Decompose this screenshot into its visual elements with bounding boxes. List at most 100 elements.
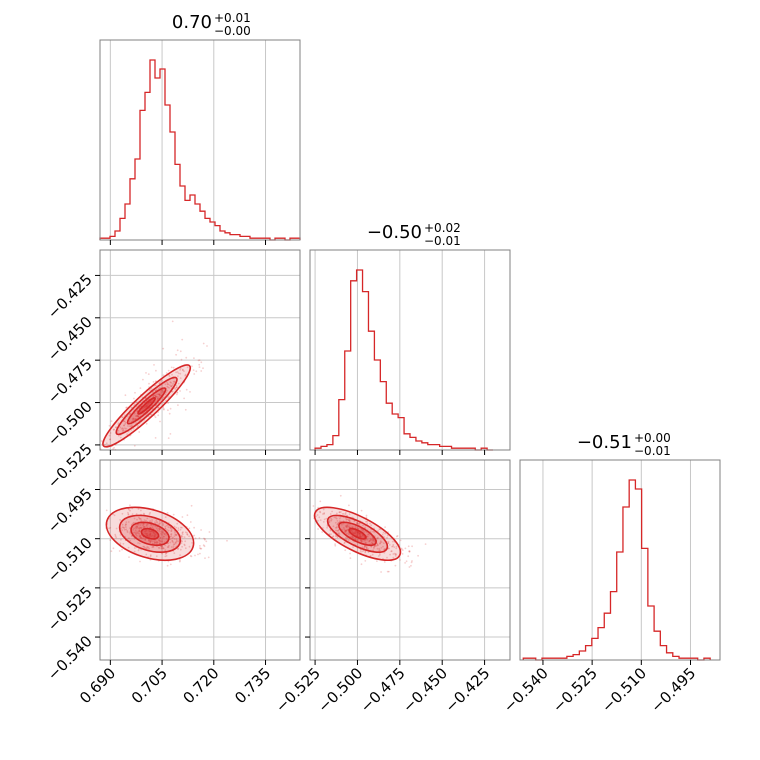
- scatter-point: [339, 494, 342, 497]
- scatter-point: [312, 505, 315, 507]
- scatter-point: [357, 539, 359, 541]
- scatter-point: [179, 554, 182, 556]
- scatter-point: [384, 526, 386, 528]
- scatter-point: [178, 560, 181, 563]
- scatter-point: [129, 509, 131, 512]
- scatter-point: [145, 534, 148, 537]
- scatter-point: [151, 542, 154, 545]
- scatter-point: [186, 514, 189, 517]
- scatter-point: [138, 542, 141, 545]
- scatter-point: [158, 395, 161, 398]
- scatter-point: [167, 542, 170, 545]
- scatter-point: [156, 520, 158, 523]
- scatter-point: [158, 397, 160, 399]
- scatter-point: [127, 425, 129, 427]
- scatter-point: [334, 521, 337, 524]
- scatter-point: [145, 372, 147, 374]
- scatter-point: [379, 542, 381, 545]
- scatter-point: [345, 518, 348, 521]
- scatter-point: [125, 406, 127, 409]
- scatter-point: [144, 526, 146, 528]
- scatter-point: [105, 509, 108, 512]
- scatter-point: [395, 535, 398, 538]
- scatter-point: [358, 535, 361, 537]
- scatter-point: [164, 544, 167, 547]
- scatter-point: [183, 370, 185, 373]
- contour-2-3: [348, 527, 367, 540]
- scatter-point: [148, 529, 150, 532]
- histogram-2: [522, 479, 711, 661]
- scatter-point: [176, 391, 179, 394]
- scatter-point: [158, 523, 161, 526]
- scatter-point: [388, 547, 390, 550]
- scatter-point: [155, 519, 158, 522]
- scatter-point: [379, 542, 382, 545]
- scatter-point: [183, 543, 186, 546]
- scatter-point: [153, 532, 156, 535]
- scatter-point: [151, 546, 154, 549]
- scatter-point: [161, 546, 164, 549]
- scatter-point: [179, 350, 182, 353]
- scatter-point: [159, 537, 162, 539]
- scatter-point: [129, 504, 131, 507]
- scatter-point: [152, 532, 155, 534]
- scatter-point: [140, 518, 142, 520]
- scatter-point: [174, 533, 177, 535]
- scatter-point: [345, 536, 347, 539]
- scatter-point: [141, 537, 143, 539]
- scatter-point: [167, 546, 170, 549]
- scatter-point: [121, 416, 124, 418]
- scatter-point: [104, 444, 106, 446]
- scatter-point: [140, 527, 143, 530]
- scatter-point: [185, 388, 188, 391]
- scatter-point: [135, 534, 138, 537]
- scatter-point: [137, 424, 139, 427]
- scatter-point: [145, 404, 148, 407]
- scatter-point: [152, 381, 155, 383]
- scatter-point: [379, 549, 381, 552]
- scatter-point: [348, 526, 351, 529]
- scatter-point: [142, 523, 145, 525]
- scatter-point: [407, 545, 410, 548]
- scatter-point: [353, 536, 355, 539]
- scatter-point: [165, 538, 168, 540]
- x-tick-label-1-3: −0.450: [399, 664, 451, 716]
- scatter-point: [112, 428, 115, 431]
- scatter-point: [323, 518, 326, 521]
- scatter-point: [172, 543, 175, 546]
- scatter-point: [146, 546, 149, 548]
- scatter-point: [376, 547, 379, 550]
- scatter-point: [132, 532, 135, 534]
- scatter-point: [144, 537, 147, 540]
- scatter-point: [350, 529, 352, 532]
- scatter-point: [154, 541, 157, 544]
- scatter-point: [158, 393, 160, 396]
- scatter-point: [134, 526, 137, 529]
- scatter-point: [368, 540, 371, 543]
- scatter-point: [151, 519, 154, 521]
- scatter-point: [138, 528, 141, 530]
- scatter-point: [125, 521, 128, 523]
- scatter-point: [152, 390, 155, 393]
- scatter-point: [159, 522, 162, 524]
- x-tick-label-1-0: −0.525: [272, 664, 324, 716]
- scatter-point: [365, 547, 368, 549]
- scatter-point: [154, 384, 157, 387]
- scatter-point: [172, 513, 175, 516]
- scatter-point: [362, 529, 364, 532]
- scatter-point: [177, 372, 180, 375]
- scatter-point: [166, 385, 169, 388]
- scatter-point: [161, 552, 164, 555]
- scatter-point: [147, 546, 150, 549]
- scatter-point: [363, 545, 366, 548]
- scatter-point: [336, 523, 339, 526]
- scatter-point: [175, 540, 178, 543]
- scatter-point: [346, 518, 349, 521]
- scatter-point: [174, 534, 177, 536]
- scatter-point: [400, 548, 403, 551]
- scatter-point: [145, 524, 148, 526]
- scatter-point: [147, 403, 150, 405]
- scatter-point: [170, 382, 173, 384]
- scatter-point: [370, 545, 373, 548]
- scatter-point: [176, 522, 179, 525]
